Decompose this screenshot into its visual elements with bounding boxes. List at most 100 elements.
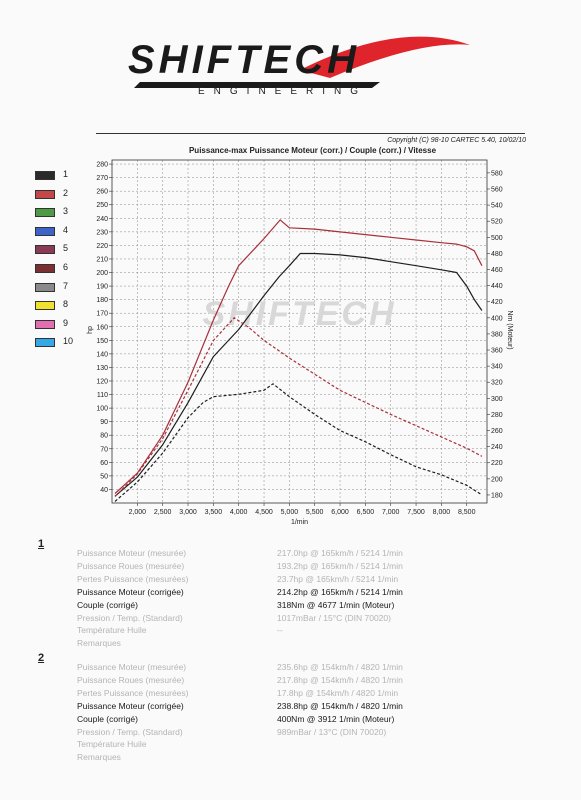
result-value: 217.8hp @ 154km/h / 4820 1/min bbox=[277, 674, 403, 685]
y-tick-label: 100 bbox=[96, 406, 108, 413]
result-label: Pression / Temp. (Standard) bbox=[77, 726, 183, 737]
result-label: Température Huile bbox=[77, 625, 147, 636]
y2-tick-label: 520 bbox=[491, 219, 503, 226]
y2-tick-label: 480 bbox=[491, 251, 503, 258]
x-tick-label: 4,000 bbox=[230, 509, 248, 516]
result-row: Pression / Temp. (Standard) 989mBar / 13°… bbox=[77, 727, 557, 740]
run-1-results: 1 Puissance Moteur (mesurée) 217.0hp @ 165… bbox=[38, 538, 558, 650]
y-tick-label: 200 bbox=[96, 270, 108, 277]
logo-subtitle: ENGINEERING bbox=[198, 86, 368, 97]
y2-tick-label: 400 bbox=[491, 315, 503, 322]
result-label: Pertes Puissance (mesurées) bbox=[77, 687, 189, 698]
result-row: Puissance Moteur (corrigée) 238.8hp @ 154… bbox=[77, 701, 557, 714]
y-tick-label: 150 bbox=[96, 338, 108, 345]
chart-watermark: SHIFTECH bbox=[203, 295, 397, 333]
y2-tick-label: 320 bbox=[491, 380, 503, 387]
series-1-power-line bbox=[114, 252, 483, 497]
y-axis-label: hp bbox=[87, 326, 94, 334]
y2-tick-label: 580 bbox=[491, 170, 503, 177]
y-tick-label: 220 bbox=[96, 243, 108, 250]
y-tick-label: 260 bbox=[96, 189, 108, 196]
y2-tick-label: 220 bbox=[491, 460, 503, 467]
result-label: Puissance Roues (mesurée) bbox=[77, 674, 185, 685]
legend-swatch bbox=[35, 301, 55, 311]
x-axis-label: 1/min bbox=[291, 519, 308, 526]
y-tick-label: 250 bbox=[96, 202, 108, 209]
logo-swoosh bbox=[134, 36, 470, 88]
legend-number: 10 bbox=[63, 336, 74, 347]
legend-number: 4 bbox=[63, 224, 69, 235]
result-row: Température Huile bbox=[77, 739, 557, 752]
y2-tick-label: 440 bbox=[491, 283, 503, 290]
y2-tick-label: 500 bbox=[491, 235, 503, 242]
y2-tick-label: 280 bbox=[491, 412, 503, 419]
legend-number: 5 bbox=[63, 243, 69, 254]
y-tick-label: 50 bbox=[100, 473, 108, 480]
result-value: 214.2hp @ 165km/h / 5214 1/min bbox=[277, 586, 403, 597]
x-tick-label: 7,000 bbox=[382, 509, 400, 516]
result-value: 238.8hp @ 154km/h / 4820 1/min bbox=[277, 700, 403, 711]
x-tick-label: 5,000 bbox=[281, 509, 299, 516]
result-row: Remarques bbox=[77, 638, 557, 651]
plot-frame bbox=[111, 159, 488, 504]
result-value: 217.0hp @ 165km/h / 5214 1/min bbox=[277, 548, 403, 558]
x-tick-label: 7,500 bbox=[407, 509, 425, 516]
y2-tick-label: 200 bbox=[491, 476, 503, 483]
result-row: Pertes Puissance (mesurées) 23.7hp @ 165k… bbox=[77, 574, 557, 587]
logo-brand: SHIFTECH bbox=[128, 38, 360, 82]
y2-tick-label: 260 bbox=[491, 428, 503, 435]
y2-tick-label: 560 bbox=[491, 186, 503, 193]
chart-title: Puissance-max Puissance Moteur (corr.) /… bbox=[188, 146, 437, 155]
result-label: Couple (corrigé) bbox=[77, 713, 138, 724]
result-value: 318Nm @ 4677 1/min (Moteur) bbox=[277, 599, 395, 610]
y-tick-label: 70 bbox=[100, 446, 108, 453]
result-row: Pertes Puissance (mesurées) 17.8hp @ 154k… bbox=[77, 688, 557, 701]
y2-tick-label: 540 bbox=[491, 203, 503, 210]
series-2-torque-line bbox=[114, 317, 483, 498]
x-tick-label: 2,500 bbox=[154, 509, 172, 516]
result-value: 989mBar / 13°C (DIN 70020) bbox=[277, 726, 387, 737]
x-tick-label: 8,000 bbox=[433, 509, 451, 516]
x-tick-label: 8,500 bbox=[458, 509, 476, 516]
result-label: Puissance Moteur (corrigée) bbox=[77, 700, 184, 711]
y2-axis-label: Nm (Moteur) bbox=[506, 310, 513, 349]
copyright-text: Copyright (C) 98-10 CARTEC 5.40, 10/02/1… bbox=[387, 137, 526, 144]
result-row: Remarques bbox=[77, 752, 557, 765]
y2-tick-label: 360 bbox=[491, 348, 503, 355]
y-tick-label: 60 bbox=[100, 460, 108, 467]
result-row: Puissance Moteur (corrigée) 214.2hp @ 165… bbox=[77, 587, 557, 600]
y-tick-label: 190 bbox=[96, 284, 108, 291]
result-value: -- bbox=[277, 625, 283, 636]
run-number: 1 bbox=[38, 538, 45, 550]
result-row: Puissance Moteur (mesurée) 217.0hp @ 165k… bbox=[77, 548, 557, 561]
result-row: Puissance Roues (mesurée) 217.8hp @ 154km… bbox=[77, 675, 557, 688]
x-tick-label: 6,000 bbox=[331, 509, 349, 516]
y-tick-label: 210 bbox=[96, 256, 108, 263]
run-2-results: 2 Puissance Moteur (mesurée) 235.6hp @ 154… bbox=[38, 652, 558, 764]
y-tick-label: 270 bbox=[96, 175, 108, 182]
result-label: Remarques bbox=[77, 752, 121, 763]
legend-swatch bbox=[35, 338, 55, 348]
y-tick-label: 140 bbox=[96, 351, 108, 358]
legend-number: 2 bbox=[63, 187, 69, 198]
result-label: Puissance Roues (mesurée) bbox=[77, 560, 185, 571]
x-tick-label: 4,500 bbox=[255, 509, 273, 516]
series-2-power-line bbox=[114, 219, 483, 494]
result-value: 400Nm @ 3912 1/min (Moteur) bbox=[277, 713, 395, 724]
legend-swatch bbox=[35, 319, 55, 329]
y-tick-label: 110 bbox=[97, 392, 108, 399]
legend-swatch bbox=[35, 208, 55, 218]
y2-tick-label: 180 bbox=[491, 492, 503, 499]
y2-tick-label: 240 bbox=[491, 444, 503, 451]
result-value: 235.6hp @ 154km/h / 4820 1/min bbox=[277, 662, 403, 672]
result-label: Remarques bbox=[77, 638, 121, 649]
y-tick-label: 40 bbox=[100, 487, 108, 494]
x-tick-label: 3,000 bbox=[179, 509, 197, 516]
y2-tick-label: 340 bbox=[491, 364, 503, 371]
legend-number: 1 bbox=[63, 169, 69, 179]
legend-swatch bbox=[35, 282, 55, 292]
result-row: Pression / Temp. (Standard) 1017mBar / 15… bbox=[77, 613, 557, 626]
y-tick-label: 160 bbox=[96, 324, 108, 331]
y2-tick-label: 460 bbox=[491, 267, 503, 274]
y2-tick-label: 380 bbox=[491, 331, 503, 338]
